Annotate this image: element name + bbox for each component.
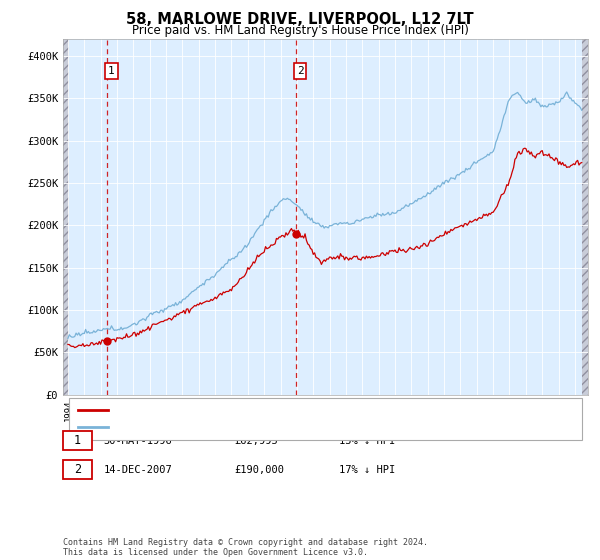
Text: 58, MARLOWE DRIVE, LIVERPOOL, L12 7LT: 58, MARLOWE DRIVE, LIVERPOOL, L12 7LT — [126, 12, 474, 27]
Text: 14-DEC-2007: 14-DEC-2007 — [104, 465, 173, 475]
Text: Price paid vs. HM Land Registry's House Price Index (HPI): Price paid vs. HM Land Registry's House … — [131, 24, 469, 37]
Text: 1: 1 — [74, 434, 81, 447]
Text: 2: 2 — [74, 463, 81, 477]
Text: £62,995: £62,995 — [234, 436, 278, 446]
Text: 1: 1 — [108, 66, 115, 76]
Text: 13% ↓ HPI: 13% ↓ HPI — [339, 436, 395, 446]
Text: 30-MAY-1996: 30-MAY-1996 — [104, 436, 173, 446]
Text: 2: 2 — [297, 66, 304, 76]
Text: 17% ↓ HPI: 17% ↓ HPI — [339, 465, 395, 475]
Text: £190,000: £190,000 — [234, 465, 284, 475]
Text: 58, MARLOWE DRIVE, LIVERPOOL, L12 7LT (detached house): 58, MARLOWE DRIVE, LIVERPOOL, L12 7LT (d… — [114, 405, 431, 416]
Text: Contains HM Land Registry data © Crown copyright and database right 2024.
This d: Contains HM Land Registry data © Crown c… — [63, 538, 428, 557]
Text: HPI: Average price, detached house, Liverpool: HPI: Average price, detached house, Live… — [114, 422, 379, 432]
